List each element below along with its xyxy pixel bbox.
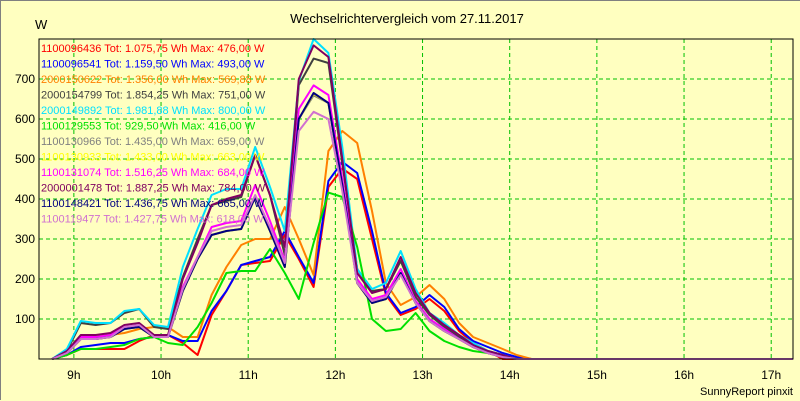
x-tick-label: 17h [761, 368, 781, 382]
y-tick-label: 400 [15, 192, 35, 206]
y-tick-label: 200 [15, 272, 35, 286]
legend: 1100096436 Tot: 1.075,75 Wh Max: 476,00 … [41, 43, 266, 226]
plot-area-border [38, 38, 794, 360]
y-tick-label: 500 [15, 152, 35, 166]
axes: 100 200 300 400 500 600 700 9h 10h 11h 12h 13h 14h 15… [15, 38, 794, 382]
y-tick-label: 100 [15, 312, 35, 326]
x-tick-label: 13h [413, 368, 433, 382]
y-tick-label: 300 [15, 232, 35, 246]
x-tick-label: 15h [587, 368, 607, 382]
legend-entry-1100129553: 1100129553 Tot: 929,50 Wh Max: 416,00 W [41, 121, 256, 133]
legend-entry-2000150622: 2000150622 Tot: 1.356,00 Wh Max: 569,88 … [41, 74, 266, 86]
legend-entry-1100130933: 1100130933 Tot: 1.433,00 Wh Max: 663,00 … [41, 152, 265, 164]
x-tick-label: 9h [67, 368, 80, 382]
y-axis-unit: W [35, 17, 48, 32]
y-tick-label: 700 [15, 72, 35, 86]
x-tick-label: 11h [239, 368, 258, 382]
x-tick-label: 14h [500, 368, 520, 382]
legend-entry-2000154799: 2000154799 Tot: 1.854,25 Wh Max: 751,00 … [41, 90, 266, 102]
footer-credit: SunnyReport pinxit [700, 386, 793, 398]
legend-entry-1100096541: 1100096541 Tot: 1.159,50 Wh Max: 493,00 … [41, 59, 265, 71]
legend-entry-1100131074: 1100131074 Tot: 1.516,25 Wh Max: 684,00 … [41, 167, 265, 179]
legend-entry-2000149892: 2000149892 Tot: 1.981,88 Wh Max: 800,00 … [41, 105, 266, 117]
y-tick-label: 600 [15, 112, 35, 126]
x-tick-label: 12h [325, 368, 345, 382]
legend-entry-1100130966: 1100130966 Tot: 1.435,00 Wh Max: 659,00 … [41, 136, 265, 148]
legend-entry-1100096436: 1100096436 Tot: 1.075,75 Wh Max: 476,00 … [41, 43, 265, 55]
chart-title: Wechselrichtervergleich vom 27.11.2017 [290, 11, 524, 26]
x-tick-label: 10h [151, 368, 171, 382]
legend-entry-1100119477: 1100119477 Tot: 1.427,75 Wh Max: 618,00 … [41, 214, 264, 226]
legend-entry-1100148421: 1100148421 Tot: 1.436,75 Wh Max: 665,00 … [41, 198, 265, 210]
legend-entry-2000001478: 2000001478 Tot: 1.887,25 Wh Max: 784,00 … [41, 183, 266, 195]
x-tick-label: 16h [674, 368, 694, 382]
